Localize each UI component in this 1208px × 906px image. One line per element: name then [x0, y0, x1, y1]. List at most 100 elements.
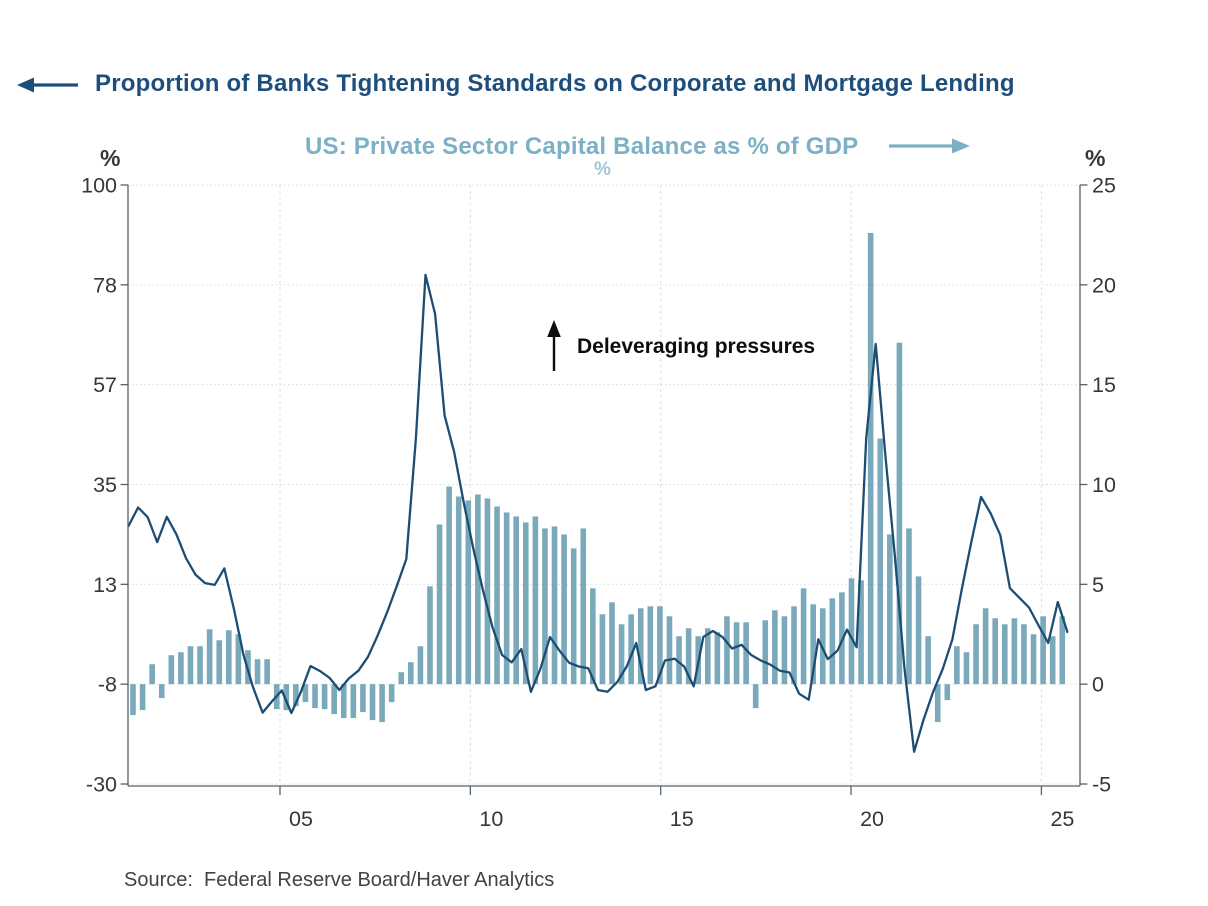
bar	[264, 659, 270, 685]
bar	[800, 588, 807, 685]
bar	[858, 580, 864, 685]
x-axis-tick-label: 15	[670, 807, 694, 831]
x-axis-tick-label: 05	[289, 807, 313, 831]
left-axis-tick-label: -8	[98, 673, 117, 697]
right-arrow-icon	[889, 138, 970, 154]
bar	[906, 528, 912, 685]
chart-subtitle: US: Private Sector Capital Balance as % …	[305, 133, 859, 160]
bar	[216, 640, 223, 685]
bar	[848, 578, 855, 685]
left-arrow-icon	[17, 77, 78, 93]
bar	[1011, 618, 1018, 685]
bar	[187, 646, 194, 685]
bar	[657, 606, 663, 685]
bar	[762, 620, 769, 685]
bar	[637, 608, 644, 685]
left-axis-tick-label: -30	[86, 773, 117, 797]
right-axis-tick-label: 25	[1092, 174, 1116, 198]
subtitle-unit-label: %	[594, 159, 611, 180]
bar	[235, 634, 242, 685]
bar	[810, 604, 816, 685]
bar	[618, 624, 625, 685]
bar	[944, 684, 951, 701]
left-axis-tick-label: 35	[93, 473, 117, 497]
bar	[254, 659, 261, 685]
bar	[436, 524, 443, 685]
bar	[158, 684, 165, 699]
bar	[934, 684, 941, 723]
bar	[408, 662, 414, 685]
bar	[570, 548, 577, 685]
bar	[590, 588, 596, 685]
bar	[752, 684, 759, 709]
bar	[369, 684, 376, 721]
bar	[829, 598, 836, 685]
bar	[973, 624, 979, 685]
bar	[724, 616, 730, 685]
bar	[475, 494, 481, 685]
bar	[455, 496, 462, 685]
right-axis-tick-label: 10	[1092, 473, 1116, 497]
bar	[877, 438, 884, 685]
bar	[1059, 616, 1066, 685]
left-axis-tick-label: 13	[93, 573, 117, 597]
bar	[1040, 616, 1046, 685]
bar	[168, 655, 175, 685]
left-axis-tick-label: 57	[93, 373, 117, 397]
bar	[197, 646, 203, 685]
bar	[293, 684, 299, 707]
page-title: Proportion of Banks Tightening Standards…	[95, 70, 1015, 97]
bar	[388, 684, 395, 703]
bar	[312, 684, 318, 709]
bar	[685, 628, 692, 685]
bar	[139, 684, 146, 711]
bar	[609, 602, 615, 685]
bar	[714, 632, 721, 685]
annotation-text: Deleveraging pressures	[577, 335, 816, 358]
bar	[321, 684, 328, 710]
bar	[925, 636, 931, 685]
bar	[446, 486, 452, 685]
bar	[522, 522, 529, 685]
bar	[887, 534, 893, 685]
bar	[580, 528, 587, 685]
bar	[963, 652, 970, 685]
right-axis-tick-label: 5	[1092, 573, 1104, 597]
bar	[532, 516, 539, 685]
bar	[206, 629, 213, 685]
bar	[1001, 624, 1008, 685]
bar	[417, 646, 424, 685]
bar	[484, 498, 491, 685]
bar	[542, 528, 548, 685]
bar	[340, 684, 347, 719]
bar	[1049, 636, 1056, 685]
bar	[915, 576, 922, 685]
bar	[676, 636, 682, 685]
bar	[494, 506, 500, 685]
bar	[427, 586, 433, 685]
bar	[599, 614, 606, 685]
right-axis-tick-label: 0	[1092, 673, 1104, 697]
bar	[1021, 624, 1027, 685]
right-axis-tick-label: -5	[1092, 773, 1111, 797]
bar	[503, 512, 510, 685]
bar	[178, 652, 184, 685]
bar	[350, 684, 357, 719]
bar	[772, 610, 778, 685]
bar	[705, 628, 711, 685]
bar	[551, 526, 558, 685]
bar	[1030, 634, 1037, 685]
left-axis-tick-label: 78	[93, 273, 117, 297]
trend-line	[127, 273, 1069, 753]
bar	[360, 684, 366, 713]
bar	[628, 614, 634, 685]
bar	[733, 622, 740, 685]
bar	[791, 606, 797, 685]
bar	[465, 500, 472, 685]
bar	[992, 618, 998, 685]
x-axis-tick-label: 20	[860, 807, 884, 831]
left-axis-unit-label: %	[100, 145, 121, 171]
bar	[896, 342, 903, 685]
